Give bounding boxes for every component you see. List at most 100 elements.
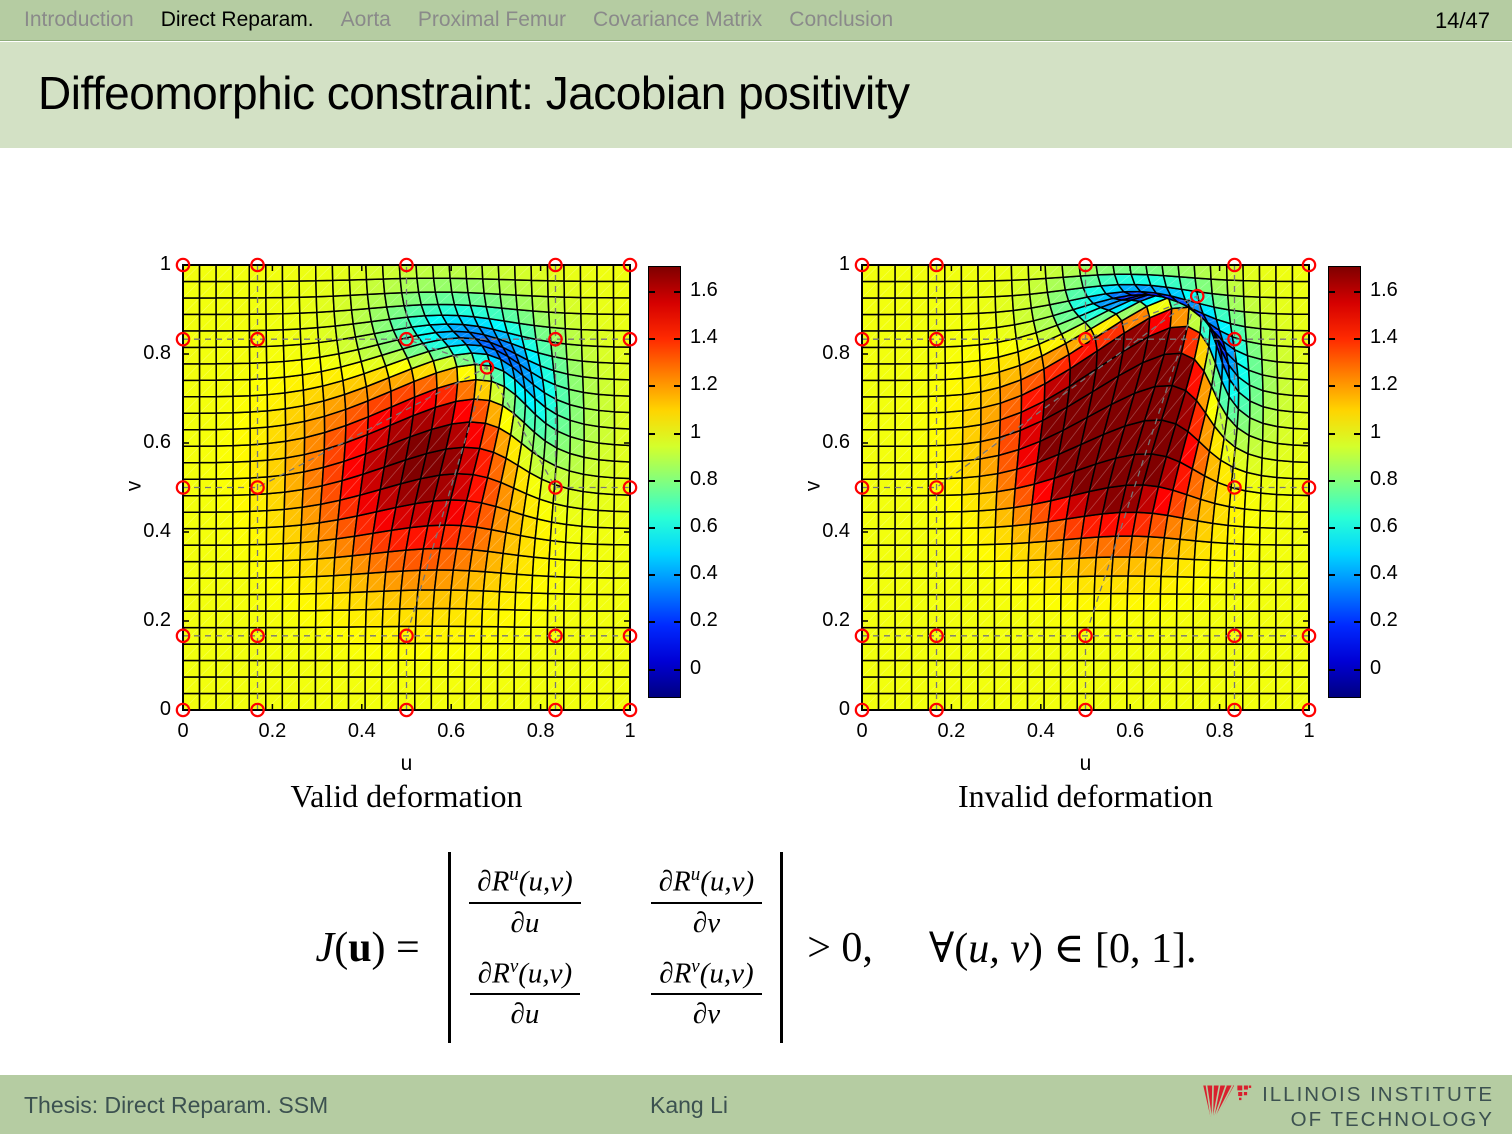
colorbar-tick-label: 0 bbox=[1370, 656, 1382, 679]
colorbar-tick-mark bbox=[1329, 432, 1335, 435]
colorbar-tick-mark bbox=[674, 432, 680, 435]
iit-name: ILLINOIS INSTITUTE OF TECHNOLOGY bbox=[1262, 1083, 1494, 1132]
colorbar bbox=[1328, 266, 1361, 698]
title-band: Diffeomorphic constraint: Jacobian posit… bbox=[0, 42, 1512, 148]
colorbar-tick-mark bbox=[649, 668, 655, 671]
section-nav: Introduction Direct Reparam. Aorta Proxi… bbox=[24, 8, 893, 32]
footer: Thesis: Direct Reparam. SSM Kang Li ILLI… bbox=[0, 1075, 1512, 1134]
formula-paren-open: ( bbox=[334, 924, 349, 971]
deformation-mesh-canvas bbox=[169, 251, 644, 724]
x-tick-label: 0.2 bbox=[937, 720, 966, 742]
y-tick-label: 0.8 bbox=[143, 342, 171, 364]
nav-item-proximal-femur[interactable]: Proximal Femur bbox=[417, 8, 567, 31]
formula-quantifier: ∀(u, v) ∈ [0, 1]. bbox=[929, 923, 1197, 973]
colorbar-tick-mark bbox=[674, 527, 680, 530]
colorbar-tick-label: 1.2 bbox=[1370, 373, 1398, 396]
colorbar-tick-label: 0.2 bbox=[1370, 609, 1398, 632]
entry-superscript: u bbox=[509, 864, 519, 885]
colorbar-tick-label: 1.4 bbox=[690, 326, 718, 349]
colorbar-tick-mark bbox=[1354, 432, 1360, 435]
y-tick-label: 0.2 bbox=[143, 609, 171, 631]
colorbar-tick-label: 0.4 bbox=[1370, 562, 1398, 585]
x-tick-label: 0 bbox=[856, 720, 868, 742]
y-tick-label: 0.4 bbox=[822, 520, 850, 542]
colorbar-tick-mark bbox=[649, 290, 655, 293]
colorbar-tick-mark bbox=[1329, 668, 1335, 671]
entry-args: (u,v) bbox=[518, 957, 573, 990]
nav-item-direct-reparam[interactable]: Direct Reparam. bbox=[160, 8, 314, 31]
x-tick-label: 0.4 bbox=[1026, 720, 1055, 742]
colorbar-tick-mark bbox=[1354, 479, 1360, 482]
colorbar-tick-mark bbox=[1354, 338, 1360, 341]
y-tick-label: 0.8 bbox=[822, 342, 850, 364]
entry-superscript: v bbox=[691, 955, 700, 977]
colorbar-tick-mark bbox=[649, 385, 655, 388]
formula-paren-close: ) = bbox=[371, 924, 431, 971]
colorbar-tick-mark bbox=[674, 338, 680, 341]
colorbar-tick-label: 1.2 bbox=[690, 373, 718, 396]
x-tick-label: 0.6 bbox=[1116, 720, 1145, 742]
deformation-mesh-canvas bbox=[848, 251, 1323, 724]
entry-denominator: ∂v bbox=[692, 998, 721, 1031]
y-tick-label: 0 bbox=[159, 698, 171, 720]
axis-label-u: u bbox=[1079, 752, 1092, 775]
caption-invalid: Invalid deformation bbox=[957, 778, 1214, 814]
caption-valid: Valid deformation bbox=[290, 778, 523, 814]
colorbar-tick-mark bbox=[649, 432, 655, 435]
colorbar-tick-mark bbox=[1354, 621, 1360, 624]
matrix-entry-21: ∂Rv(u,v) ∂u bbox=[469, 956, 581, 1032]
x-tick-label: 1 bbox=[1303, 720, 1315, 742]
nav-item-aorta[interactable]: Aorta bbox=[340, 8, 391, 31]
nav-item-covariance-matrix[interactable]: Covariance Matrix bbox=[593, 8, 763, 31]
colorbar-tick-mark bbox=[1354, 290, 1360, 293]
entry-denominator: ∂v bbox=[692, 906, 721, 939]
colorbar-tick-label: 1.6 bbox=[690, 278, 718, 301]
x-tick-label: 0.8 bbox=[526, 720, 555, 742]
slide-title: Diffeomorphic constraint: Jacobian posit… bbox=[38, 67, 910, 119]
colorbar-tick-mark bbox=[649, 621, 655, 624]
colorbar-tick-label: 1 bbox=[1370, 420, 1382, 443]
x-tick-label: 0.8 bbox=[1205, 720, 1234, 742]
entry-numerator: ∂R bbox=[477, 865, 510, 898]
matrix-entry-11: ∂Ru(u,v) ∂u bbox=[469, 864, 581, 940]
matrix-entry-12: ∂Ru(u,v) ∂v bbox=[650, 864, 763, 940]
y-tick-label: 0.6 bbox=[822, 431, 850, 453]
colorbar-tick-mark bbox=[1329, 338, 1335, 341]
colorbar-tick-mark bbox=[1354, 527, 1360, 530]
nav-item-conclusion[interactable]: Conclusion bbox=[789, 8, 894, 31]
formula-arg: u bbox=[348, 924, 372, 971]
colorbar bbox=[648, 266, 681, 698]
colorbar-tick-label: 1.6 bbox=[1370, 278, 1398, 301]
footer-author: Kang Li bbox=[650, 1092, 729, 1118]
colorbar-tick-mark bbox=[1329, 621, 1335, 624]
x-tick-label: 0.4 bbox=[347, 720, 376, 742]
colorbar-tick-mark bbox=[1354, 385, 1360, 388]
iit-logo: ILLINOIS INSTITUTE OF TECHNOLOGY bbox=[1200, 1079, 1494, 1136]
axis-label-v: v bbox=[801, 480, 825, 491]
quantifier-vars: u, v bbox=[968, 925, 1029, 972]
footer-thesis-label: Thesis: Direct Reparam. SSM bbox=[24, 1092, 329, 1118]
colorbar-tick-mark bbox=[1329, 527, 1335, 530]
nav-item-introduction[interactable]: Introduction bbox=[24, 8, 134, 31]
axis-label-u: u bbox=[400, 752, 413, 775]
y-tick-label: 0 bbox=[838, 698, 850, 720]
entry-numerator: ∂R bbox=[659, 957, 692, 990]
x-tick-label: 0 bbox=[177, 720, 189, 742]
entry-args: (u,v) bbox=[700, 865, 755, 898]
colorbar-tick-mark bbox=[1329, 385, 1335, 388]
iit-name-line2: OF TECHNOLOGY bbox=[1290, 1107, 1494, 1131]
colorbar-tick-mark bbox=[674, 385, 680, 388]
navbar: Introduction Direct Reparam. Aorta Proxi… bbox=[0, 0, 1512, 41]
colorbar-tick-mark bbox=[1354, 668, 1360, 671]
colorbar-tick-mark bbox=[649, 574, 655, 577]
quantifier-close: ) ∈ [0, 1]. bbox=[1028, 925, 1197, 972]
colorbar-tick-label: 0.2 bbox=[690, 609, 718, 632]
formula-function: J bbox=[315, 924, 335, 971]
page-counter: 14/47 bbox=[1434, 8, 1490, 33]
colorbar-tick-mark bbox=[674, 668, 680, 671]
x-tick-label: 1 bbox=[624, 720, 636, 742]
colorbar-tick-mark bbox=[1329, 290, 1335, 293]
y-tick-label: 1 bbox=[159, 253, 171, 275]
colorbar-tick-label: 0.8 bbox=[690, 467, 718, 490]
